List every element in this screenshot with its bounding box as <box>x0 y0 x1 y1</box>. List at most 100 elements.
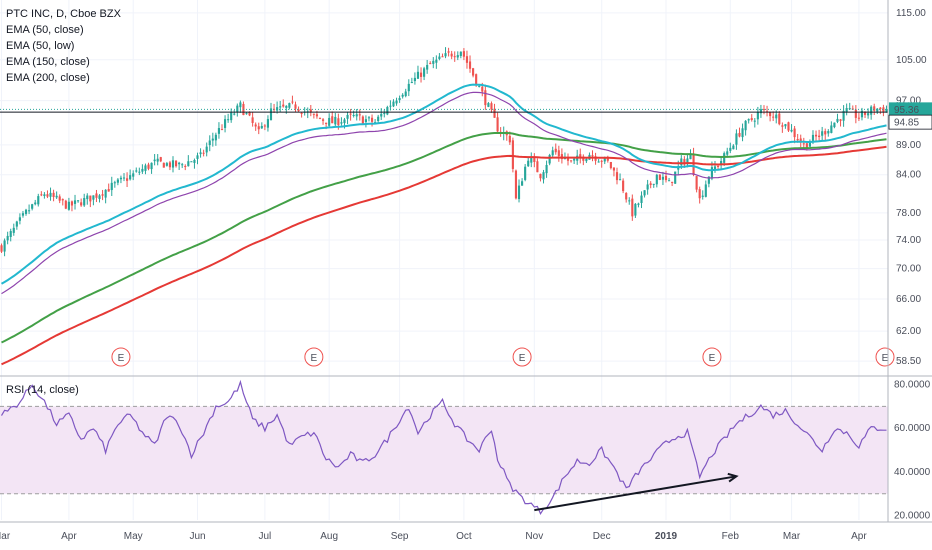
candle-body <box>790 129 793 132</box>
rsi-tick-label: 20.0000 <box>894 511 931 522</box>
candle-body <box>848 108 851 110</box>
candle-body <box>759 109 762 114</box>
legend-ema200[interactable]: EMA (200, close) <box>6 72 90 84</box>
time-tick-label: Mar <box>783 531 801 542</box>
candle-body <box>370 117 374 122</box>
candle-body <box>18 217 21 221</box>
candle-body <box>429 63 432 65</box>
candle-body <box>750 118 753 121</box>
candle-body <box>649 183 652 185</box>
time-tick-label: Aug <box>320 531 338 542</box>
legend-ema150[interactable]: EMA (150, close) <box>6 56 90 68</box>
candle-body <box>741 128 744 138</box>
candle-body <box>101 194 104 196</box>
candle-body <box>419 72 423 77</box>
candle-body <box>266 119 270 128</box>
time-tick-label: Nov <box>525 531 543 542</box>
candle-body <box>162 162 165 168</box>
divergence-arrow-line <box>534 475 737 512</box>
candle-body <box>655 174 658 185</box>
ema150-line <box>1 132 887 344</box>
candle-body <box>187 161 190 167</box>
candle-body <box>530 158 533 163</box>
candle-body <box>398 98 401 101</box>
candle-body <box>413 77 416 82</box>
candle-body <box>683 159 686 165</box>
candle-body <box>600 160 603 162</box>
candle-body <box>551 150 554 156</box>
candle-body <box>542 172 545 180</box>
candle-body <box>698 189 701 199</box>
candle-body <box>560 154 563 160</box>
time-tick-label: Jul <box>258 531 271 542</box>
candle-body <box>217 128 221 134</box>
candle-body <box>465 56 469 63</box>
candle-body <box>867 113 870 116</box>
candle-body <box>643 190 646 196</box>
candle-body <box>423 68 426 77</box>
candle-body <box>190 161 193 163</box>
candle-body <box>269 108 273 121</box>
candle-body <box>340 122 343 124</box>
candle-body <box>233 113 236 115</box>
legend-ema50-low[interactable]: EMA (50, low) <box>6 40 75 52</box>
candle-body <box>775 114 778 119</box>
candle-body <box>282 104 285 107</box>
rsi-title[interactable]: RSI (14, close) <box>6 384 79 396</box>
candle-body <box>618 179 622 181</box>
candle-body <box>652 183 655 185</box>
candle-body <box>37 196 40 205</box>
price-tick-label: 84.00 <box>896 170 921 181</box>
candle-body <box>21 213 25 216</box>
time-tick-label: May <box>124 531 143 542</box>
candle-body <box>24 209 28 214</box>
candle-body <box>726 151 729 155</box>
candle-body <box>432 60 435 64</box>
price-tick-label: 78.00 <box>896 208 921 219</box>
candle-body <box>355 114 358 117</box>
candle-body <box>389 105 392 107</box>
candle-body <box>150 162 153 170</box>
candle-body <box>144 165 147 171</box>
candle-body <box>631 198 634 217</box>
candle-body <box>667 180 671 182</box>
candle-body <box>138 171 141 173</box>
candle-body <box>710 167 714 179</box>
legend: PTC INC, D, Cboe BZX EMA (50, close) EMA… <box>6 6 121 86</box>
horizontal-line-badge-label: 94.85 <box>894 118 919 129</box>
candle-body <box>450 53 453 57</box>
candle-body <box>300 112 303 114</box>
earnings-marker <box>512 347 532 367</box>
time-tick-label: Jun <box>189 531 205 542</box>
candle-body <box>337 118 340 126</box>
candle-body <box>113 182 116 184</box>
legend-ema50-close[interactable]: EMA (50, close) <box>6 24 84 36</box>
earnings-marker <box>702 347 722 367</box>
candle-body <box>622 180 625 192</box>
candle-body <box>404 91 407 97</box>
candle-body <box>364 119 367 123</box>
candle-body <box>818 135 821 138</box>
candle-body <box>870 106 873 115</box>
candle-body <box>536 161 539 173</box>
candle-body <box>288 103 291 108</box>
candle-body <box>554 148 557 153</box>
earnings-marker-label: E <box>882 353 889 364</box>
price-tick-label: 115.00 <box>896 8 926 19</box>
candle-body <box>723 153 726 163</box>
candle-body <box>487 103 490 107</box>
candle-body <box>784 124 787 127</box>
ema50-low-line <box>1 91 887 295</box>
candle-body <box>720 160 723 165</box>
candle-body <box>291 101 294 103</box>
candle-body <box>821 131 824 136</box>
candle-body <box>805 143 808 148</box>
candle-body <box>331 116 334 124</box>
candle-body <box>132 173 135 177</box>
candle-body <box>475 74 478 86</box>
legend-title: PTC INC, D, Cboe BZX <box>6 8 121 20</box>
candle-body <box>747 119 750 121</box>
earnings-marker <box>875 347 895 367</box>
candle-body <box>263 125 266 127</box>
price-tick-label: 58.50 <box>896 356 921 367</box>
